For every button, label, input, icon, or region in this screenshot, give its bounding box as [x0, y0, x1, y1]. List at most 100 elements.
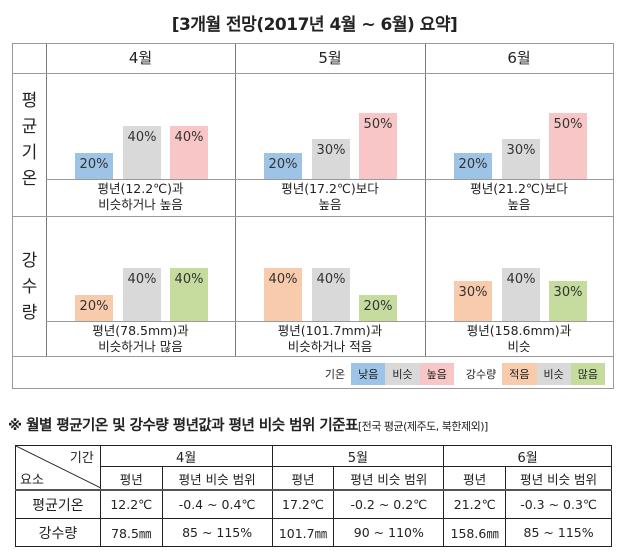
bar-value-label: 40%	[316, 272, 346, 288]
table-row: 강수량 78.5㎜ 85 ~ 115% 101.7㎜ 90 ~ 110% 158…	[15, 518, 612, 547]
caption-line: 평년(101.7mm)과	[277, 323, 383, 338]
table-cell: -0.2 ~ 0.2℃	[333, 489, 445, 519]
bar-value-label: 40%	[174, 130, 204, 146]
caption-line: 평년(12.2℃)과	[97, 181, 184, 196]
row-label-char: 균	[21, 117, 38, 137]
bar-rain-jun-more: 30%	[549, 281, 587, 321]
legend-rain-title: 강수량	[465, 368, 497, 381]
caption-line: 평년(21.2℃)보다	[470, 181, 568, 196]
table-cell: 158.6㎜	[443, 518, 507, 547]
bar-temp-may-similar: 30%	[312, 139, 350, 179]
caption-line: 평년(78.5mm)과	[92, 323, 189, 338]
month-header: 6월	[443, 445, 612, 467]
reference-table: 기간 요소 4월 5월 6월 평년 평년 비슷 범위 평년 평년 비슷 범위 평…	[15, 445, 612, 547]
row-name: 강수량	[15, 518, 101, 547]
bar-value-label: 20%	[363, 298, 393, 314]
grid-divider	[13, 356, 613, 357]
corner-cell: 기간 요소	[15, 445, 101, 491]
bar-temp-jun-high: 50%	[549, 113, 587, 179]
legend-temp-low: 낮음	[351, 363, 386, 385]
month-header-jun: 6월	[507, 49, 531, 67]
bar-temp-jun-low: 20%	[454, 152, 492, 179]
caption-temp-apr: 평년(12.2℃)과 비슷하거나 높음	[46, 181, 235, 213]
row-label-char: 수	[21, 277, 38, 297]
reference-heading: ※ 월별 평균기온 및 강수량 평년값과 평년 비슷 범위 기준표[전국 평균(…	[8, 414, 488, 435]
caption-temp-jun: 평년(21.2℃)보다 높음	[425, 181, 613, 213]
bar-rain-apr-similar: 40%	[123, 268, 161, 321]
bar-value-label: 40%	[127, 130, 157, 146]
bar-value-label: 40%	[506, 272, 536, 288]
row-label-precipitation: 강 수 량	[13, 248, 46, 326]
bar-rain-jun-similar: 40%	[502, 268, 540, 321]
bar-temp-apr-similar: 40%	[123, 126, 161, 179]
bar-value-label: 40%	[268, 272, 298, 288]
bar-temp-may-low: 20%	[264, 152, 302, 179]
bar-value-label: 30%	[553, 285, 583, 301]
row-label-temperature: 평 균 기 온	[13, 88, 46, 192]
bar-value-label: 30%	[458, 285, 488, 301]
caption-divider	[46, 179, 613, 180]
bar-temp-may-high: 50%	[359, 113, 397, 179]
caption-line: 비슷하거나 많음	[98, 339, 183, 354]
table-cell: 21.2℃	[443, 489, 507, 519]
legend-rain-less: 적음	[502, 363, 537, 385]
grid-divider	[425, 44, 426, 356]
bar-value-label: 40%	[127, 272, 157, 288]
row-label-char: 평	[21, 91, 38, 111]
bar-value-label: 30%	[506, 143, 536, 159]
bar-rain-apr-less: 20%	[75, 294, 113, 321]
legend-temp-title: 기온	[324, 368, 346, 381]
table-cell: 17.2℃	[271, 489, 335, 519]
bar-rain-apr-more: 40%	[170, 268, 208, 321]
grid-divider	[46, 44, 47, 356]
bar-value-label: 20%	[268, 156, 298, 172]
bar-rain-may-more: 20%	[359, 294, 397, 321]
legend: 기온 낮음 비슷 높음 강수량 적음 비슷 많음	[313, 363, 605, 385]
row-label-char: 기	[21, 143, 38, 163]
bar-temp-apr-low: 20%	[75, 152, 113, 179]
row-label-char: 강	[21, 251, 38, 271]
bar-value-label: 50%	[363, 117, 393, 132]
caption-line: 평년(17.2℃)보다	[281, 181, 379, 196]
subheader-normal: 평년	[99, 466, 163, 491]
corner-bottom-label: 요소	[20, 473, 44, 488]
caption-temp-may: 평년(17.2℃)보다 높음	[235, 181, 425, 213]
bar-value-label: 20%	[79, 298, 109, 314]
legend-rain-more: 많음	[570, 363, 605, 385]
corner-top-label: 기간	[69, 451, 94, 466]
caption-line: 높음	[507, 197, 531, 212]
table-cell: 12.2℃	[99, 489, 163, 519]
caption-rain-jun: 평년(158.6mm)과 비슷	[425, 323, 613, 355]
month-header-may: 5월	[318, 49, 342, 67]
caption-line: 비슷하거나 적음	[287, 339, 373, 354]
table-cell: -0.4 ~ 0.4℃	[161, 489, 273, 519]
bar-value-label: 30%	[316, 143, 346, 159]
bar-temp-apr-high: 40%	[170, 126, 208, 179]
legend-temp-high: 높음	[419, 363, 454, 385]
bar-value-label: 40%	[174, 272, 204, 288]
subheader-range: 평년 비슷 범위	[505, 466, 612, 491]
subheader-range: 평년 비슷 범위	[333, 466, 445, 491]
month-header: 5월	[271, 445, 445, 467]
page-title: [3개월 전망(2017년 4월 ~ 6월) 요약]	[171, 15, 458, 35]
grid-divider	[13, 73, 613, 74]
table-row: 평균기온 12.2℃ -0.4 ~ 0.4℃ 17.2℃ -0.2 ~ 0.2℃…	[15, 489, 612, 519]
table-cell: 85 ~ 115%	[161, 518, 273, 547]
outlook-grid: 4월 5월 6월 평 균 기 온 강 수 량 평년(12.2℃)과 비슷하거나 …	[12, 43, 614, 389]
diagonal-line	[16, 446, 101, 488]
table-cell: 85 ~ 115%	[505, 518, 612, 547]
table-cell: 90 ~ 110%	[333, 518, 445, 547]
table-cell: 78.5㎜	[99, 518, 163, 547]
row-label-char: 량	[21, 303, 38, 323]
caption-line: 비슷	[507, 339, 531, 354]
subheader-normal: 평년	[271, 466, 335, 491]
month-header-apr: 4월	[128, 49, 153, 67]
legend-temp-similar: 비슷	[385, 363, 420, 385]
caption-rain-may: 평년(101.7mm)과 비슷하거나 적음	[235, 323, 425, 355]
bar-rain-may-similar: 40%	[312, 268, 350, 321]
bar-rain-jun-less: 30%	[454, 281, 492, 321]
row-name: 평균기온	[15, 489, 101, 519]
table-cell: -0.3 ~ 0.3℃	[505, 489, 612, 519]
caption-line: 높음	[318, 197, 342, 212]
bar-value-label: 20%	[79, 156, 109, 172]
